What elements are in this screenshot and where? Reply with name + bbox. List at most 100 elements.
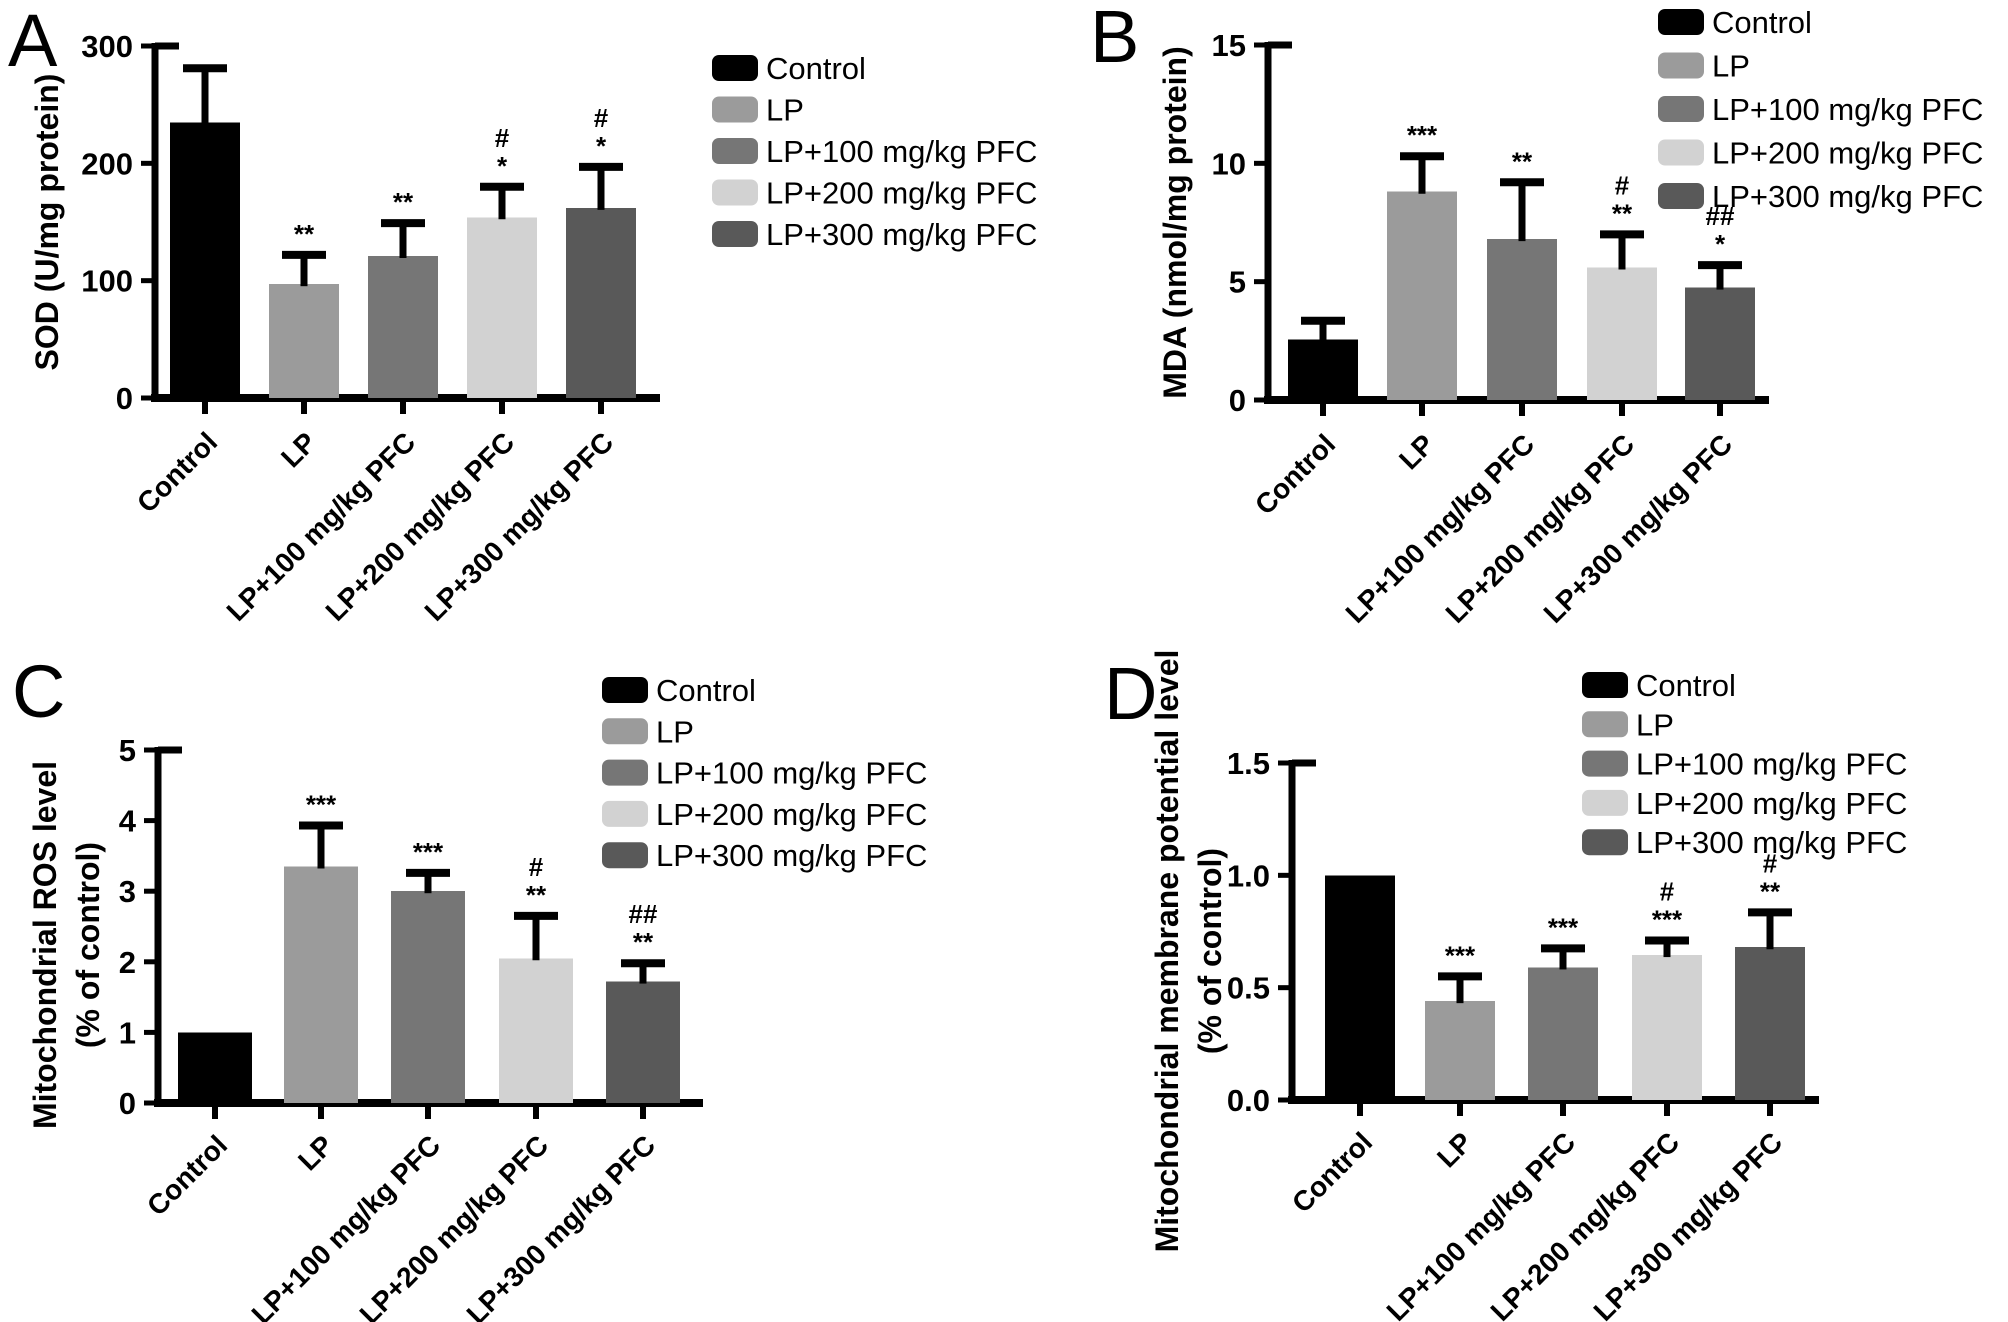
- y-axis-title-line2: (% of control): [70, 842, 106, 1048]
- sig-marker: #: [1763, 848, 1778, 878]
- y-tick-label: 10: [1212, 146, 1246, 181]
- legend-swatch: [602, 677, 648, 703]
- bar-lp-200-mg-kg-pfc: [1587, 267, 1657, 400]
- x-tick-label: Control: [1286, 1126, 1378, 1218]
- legend-label: LP+300 mg/kg PFC: [1636, 825, 1907, 860]
- legend-swatch: [712, 138, 758, 164]
- legend-swatch: [1582, 750, 1628, 777]
- bar-control: [1325, 875, 1395, 1100]
- sig-marker: #: [495, 123, 510, 153]
- x-tick-label: LP: [292, 1129, 339, 1176]
- x-tick-label: LP+100 mg/kg PFC: [1340, 428, 1541, 629]
- panel-C: C Mitochondrial ROS level (% of control) 0 1…: [12, 650, 927, 1322]
- sig-marker: ##: [1706, 201, 1735, 231]
- legend-label: LP: [656, 714, 694, 749]
- bar-lp-100-mg-kg-pfc: [391, 891, 465, 1103]
- y-axis-title: SOD (U/mg protein): [29, 74, 65, 371]
- legend-label: LP: [766, 93, 804, 128]
- legend-label: LP: [1636, 707, 1674, 742]
- bar-lp-300-mg-kg-pfc: [566, 207, 636, 398]
- x-tick-label: LP+300 mg/kg PFC: [419, 426, 620, 627]
- legend-swatch: [602, 759, 648, 786]
- legend-swatch: [1582, 711, 1628, 738]
- bar-lp: [1425, 1001, 1495, 1100]
- x-tick-label: LP: [1393, 428, 1440, 475]
- bar-lp-100-mg-kg-pfc: [1487, 239, 1557, 400]
- sig-marker: #: [594, 103, 609, 133]
- sig-marker: *: [1715, 229, 1726, 259]
- bar-lp: [1387, 191, 1457, 400]
- bar-control: [178, 1032, 252, 1103]
- legend: Control LP LP+100 mg/kg PFC LP+200 mg/kg PF…: [1582, 668, 1907, 860]
- bar-lp-300-mg-kg-pfc: [1685, 287, 1755, 400]
- legend-label: LP+100 mg/kg PFC: [766, 134, 1037, 169]
- sig-marker: **: [1760, 876, 1781, 906]
- bar-lp: [269, 284, 339, 398]
- legend-swatch: [1582, 829, 1628, 856]
- sig-marker: #: [1615, 170, 1630, 200]
- y-tick-label: 0.5: [1227, 971, 1270, 1006]
- legend-label: LP+300 mg/kg PFC: [1712, 179, 1983, 214]
- legend-label: LP+100 mg/kg PFC: [656, 756, 927, 791]
- legend-label: LP+100 mg/kg PFC: [1712, 92, 1983, 127]
- panel-letter: D: [1104, 652, 1157, 735]
- y-tick-label: 1.0: [1227, 858, 1270, 893]
- bar-lp-100-mg-kg-pfc: [368, 256, 438, 398]
- legend-swatch: [602, 842, 648, 869]
- y-tick-label: 0: [116, 381, 133, 416]
- y-tick-label: 15: [1212, 28, 1246, 63]
- y-tick-label: 0: [119, 1086, 136, 1121]
- x-tick-label: LP+100 mg/kg PFC: [1381, 1126, 1582, 1322]
- legend-swatch: [1658, 139, 1704, 166]
- y-tick-label: 200: [81, 146, 133, 181]
- legend-swatch: [712, 179, 758, 206]
- x-tick-label: Control: [131, 426, 223, 518]
- y-axis-title-line2: (% of control): [1192, 848, 1228, 1054]
- sig-marker: **: [633, 927, 654, 957]
- y-tick-label: 5: [1229, 265, 1246, 300]
- y-tick-label: 1.5: [1227, 746, 1270, 781]
- legend-swatch: [1658, 9, 1704, 35]
- x-tick-label: LP+200 mg/kg PFC: [320, 426, 521, 627]
- legend-label: LP+100 mg/kg PFC: [1636, 747, 1907, 782]
- y-tick-label: 3: [119, 874, 136, 909]
- y-tick-label: 1: [119, 1015, 136, 1050]
- x-tick-label: Control: [1249, 428, 1341, 520]
- legend: Control LP LP+100 mg/kg PFC LP+200 mg/kg PF…: [602, 673, 927, 873]
- sig-marker: ***: [413, 837, 444, 867]
- legend-swatch: [712, 96, 758, 123]
- bar-lp-200-mg-kg-pfc: [1632, 955, 1702, 1100]
- sig-marker: *: [596, 131, 607, 161]
- bar-lp-200-mg-kg-pfc: [499, 958, 573, 1103]
- panel-letter: C: [12, 650, 65, 733]
- x-tick-label: LP+300 mg/kg PFC: [1588, 1126, 1789, 1322]
- sig-marker: ***: [306, 790, 337, 820]
- legend-swatch: [602, 800, 648, 827]
- legend-label: LP+200 mg/kg PFC: [1636, 786, 1907, 821]
- x-tick-label: LP+200 mg/kg PFC: [1485, 1126, 1686, 1322]
- bar-lp-100-mg-kg-pfc: [1528, 967, 1598, 1100]
- y-tick-label: 0.0: [1227, 1083, 1270, 1118]
- x-tick-label: LP+200 mg/kg PFC: [1440, 428, 1641, 629]
- y-tick-label: 2: [119, 945, 136, 980]
- bar-lp-300-mg-kg-pfc: [1735, 947, 1805, 1100]
- x-tick-label: LP+200 mg/kg PFC: [354, 1129, 555, 1322]
- y-axis-title: MDA (nmol/mg protein): [1157, 46, 1193, 399]
- legend-label: Control: [1712, 5, 1812, 40]
- sig-marker: ##: [629, 899, 658, 929]
- bar-lp-200-mg-kg-pfc: [467, 217, 537, 398]
- sig-marker: ***: [1407, 120, 1438, 150]
- legend-swatch: [602, 718, 648, 745]
- legend: Control LP LP+100 mg/kg PFC LP+200 mg/kg PF…: [1658, 5, 1983, 214]
- y-tick-label: 4: [119, 804, 137, 839]
- legend-label: LP+200 mg/kg PFC: [766, 176, 1037, 211]
- sig-marker: **: [1512, 146, 1533, 176]
- sig-marker: #: [1660, 876, 1675, 906]
- bar-control: [1288, 339, 1358, 400]
- legend-swatch: [1582, 789, 1628, 816]
